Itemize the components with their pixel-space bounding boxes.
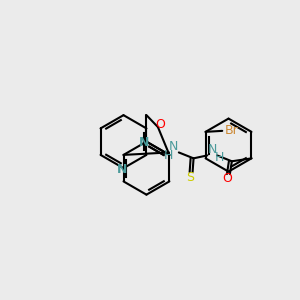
Text: S: S xyxy=(186,172,194,184)
Text: O: O xyxy=(155,118,165,130)
Text: O: O xyxy=(222,172,232,185)
Text: N: N xyxy=(169,140,178,153)
Text: N: N xyxy=(117,163,128,176)
Text: H: H xyxy=(214,151,224,164)
Text: H: H xyxy=(164,149,173,162)
Text: Br: Br xyxy=(225,124,239,137)
Text: N: N xyxy=(139,136,150,149)
Text: N: N xyxy=(208,143,217,156)
